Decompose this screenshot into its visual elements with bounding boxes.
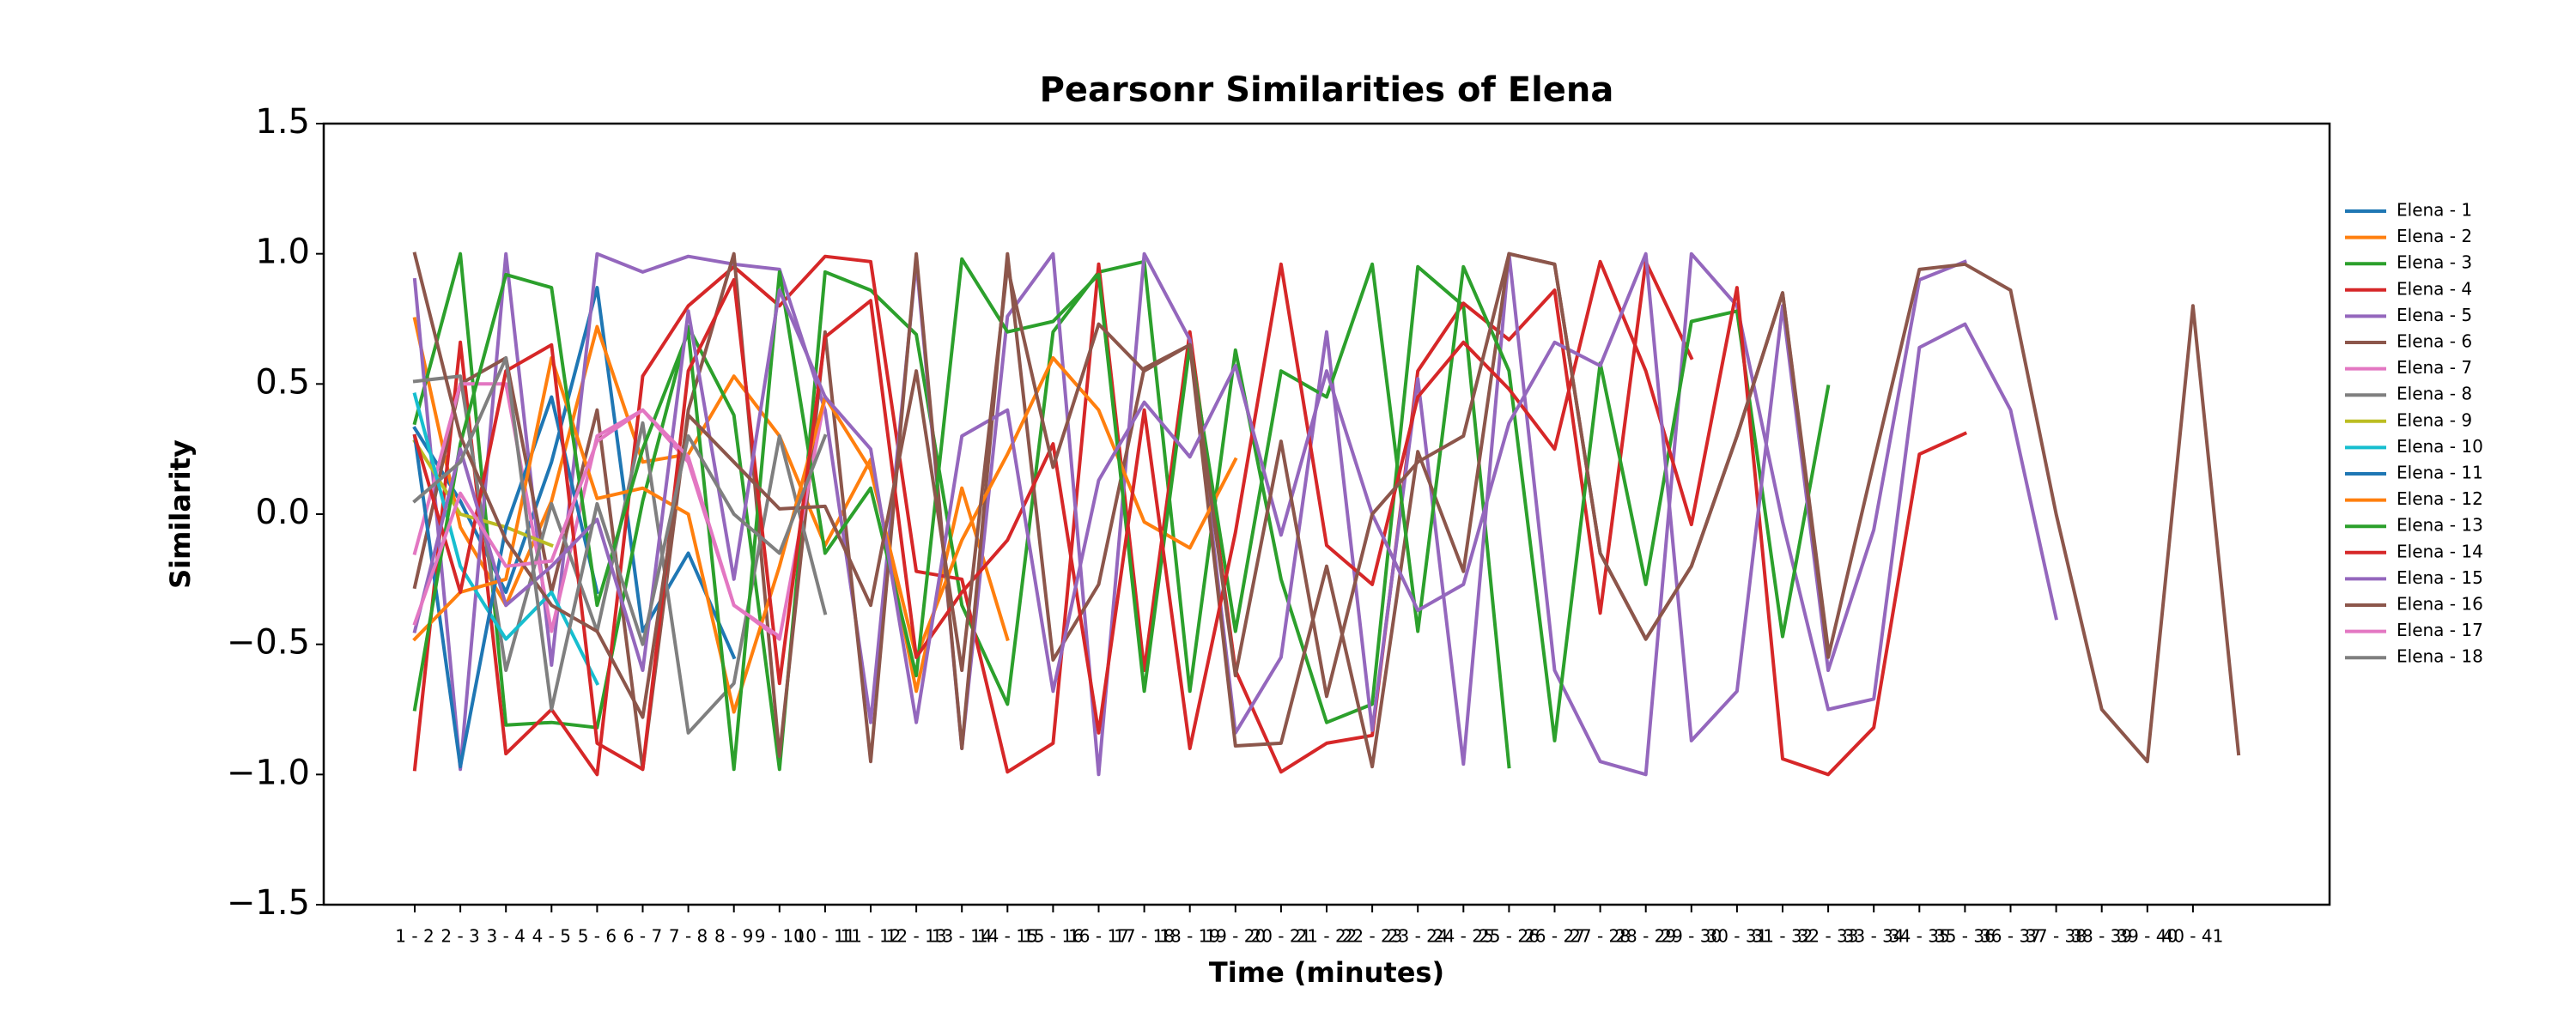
- legend-label: Elena - 16: [2397, 594, 2483, 615]
- x-tick-label: 7 - 8: [669, 926, 708, 947]
- x-tick-label: 5 - 6: [578, 926, 617, 947]
- y-axis-label: Similarity: [164, 439, 197, 589]
- legend-label: Elena - 3: [2397, 252, 2472, 273]
- x-tick-label: 22 - 23: [1342, 926, 1403, 947]
- series-line: [412, 254, 1694, 777]
- y-tick-label: −0.5: [227, 623, 310, 663]
- legend-label: Elena - 8: [2397, 384, 2472, 404]
- x-tick-label: 34 - 35: [1889, 926, 1950, 947]
- chart-title: Pearsonr Similarities of Elena: [1040, 70, 1614, 110]
- x-tick-label: 29 - 30: [1661, 926, 1722, 947]
- x-tick-label: 3 - 4: [487, 926, 526, 947]
- x-tick-label: 23 - 24: [1388, 926, 1449, 947]
- x-tick-label: 9 - 10: [755, 926, 805, 947]
- x-tick-label: 10 - 11: [794, 926, 855, 947]
- x-tick-label: 37 - 38: [2026, 926, 2087, 947]
- legend-label: Elena - 15: [2397, 567, 2483, 588]
- series-line: [412, 251, 1511, 772]
- x-tick-label: 6 - 7: [623, 926, 662, 947]
- y-tick-label: 1.5: [255, 102, 310, 142]
- legend-label: Elena - 14: [2397, 541, 2483, 561]
- series-line: [412, 251, 1967, 742]
- legend-label: Elena - 5: [2397, 305, 2472, 325]
- legend-label: Elena - 7: [2397, 357, 2472, 378]
- x-tick-label: 13 - 14: [932, 926, 993, 947]
- x-tick-label: 26 - 27: [1524, 926, 1585, 947]
- legend-label: Elena - 2: [2397, 226, 2472, 246]
- plot-frame: [322, 122, 2331, 906]
- series-line: [412, 356, 828, 712]
- x-tick-label: 21 - 22: [1297, 926, 1358, 947]
- x-tick-label: 14 - 15: [977, 926, 1038, 947]
- legend-label: Elena - 17: [2397, 620, 2483, 640]
- x-tick-label: 16 - 17: [1068, 926, 1129, 947]
- x-tick-label: 39 - 40: [2117, 926, 2178, 947]
- y-tick-label: −1.5: [227, 883, 310, 923]
- x-tick-label: 1 - 2: [395, 926, 434, 947]
- series-line: [412, 257, 1831, 772]
- x-tick-label: 31 - 32: [1753, 926, 1814, 947]
- x-axis-label: Time (minutes): [1209, 956, 1444, 989]
- series-line: [412, 395, 599, 769]
- x-tick-label: 12 - 13: [886, 926, 947, 947]
- x-tick-label: 25 - 26: [1479, 926, 1540, 947]
- legend-label: Elena - 10: [2397, 436, 2483, 457]
- y-tick-label: 0.0: [255, 493, 310, 532]
- x-tick-label: 28 - 29: [1615, 926, 1676, 947]
- y-tick-label: 1.0: [255, 233, 310, 272]
- x-tick-label: 36 - 37: [1980, 926, 2041, 947]
- series-line: [412, 408, 782, 639]
- x-tick-label: 15 - 16: [1023, 926, 1084, 947]
- x-tick-label: 30 - 31: [1706, 926, 1767, 947]
- x-tick-label: 20 - 21: [1250, 926, 1311, 947]
- x-tick-label: 38 - 39: [2071, 926, 2132, 947]
- x-tick-label: 32 - 33: [1798, 926, 1859, 947]
- x-tick-label: 40 - 41: [2162, 926, 2223, 947]
- y-tick-label: 0.5: [255, 362, 310, 402]
- legend-label: Elena - 18: [2397, 646, 2483, 667]
- x-tick-label: 2 - 3: [440, 926, 479, 947]
- legend-label: Elena - 4: [2397, 278, 2472, 299]
- legend-label: Elena - 1: [2397, 200, 2472, 221]
- series-line: [412, 251, 2241, 764]
- x-tick-label: 33 - 34: [1844, 926, 1905, 947]
- x-tick-label: 24 - 25: [1433, 926, 1494, 947]
- x-tick-label: 8 - 9: [714, 926, 753, 947]
- legend-label: Elena - 11: [2397, 463, 2483, 483]
- x-tick-label: 4 - 5: [532, 926, 571, 947]
- x-tick-label: 19 - 20: [1205, 926, 1266, 947]
- x-tick-label: 27 - 28: [1570, 926, 1631, 947]
- y-tick-label: −1.0: [227, 753, 310, 792]
- x-tick-label: 18 - 19: [1159, 926, 1220, 947]
- legend-label: Elena - 6: [2397, 331, 2472, 352]
- legend-label: Elena - 9: [2397, 409, 2472, 430]
- x-tick-label: 11 - 12: [841, 926, 902, 947]
- legend-label: Elena - 12: [2397, 488, 2483, 509]
- x-tick-label: 17 - 18: [1114, 926, 1175, 947]
- x-tick-label: 35 - 36: [1935, 926, 1996, 947]
- series-line: [412, 317, 1010, 694]
- legend-label: Elena - 13: [2397, 515, 2483, 536]
